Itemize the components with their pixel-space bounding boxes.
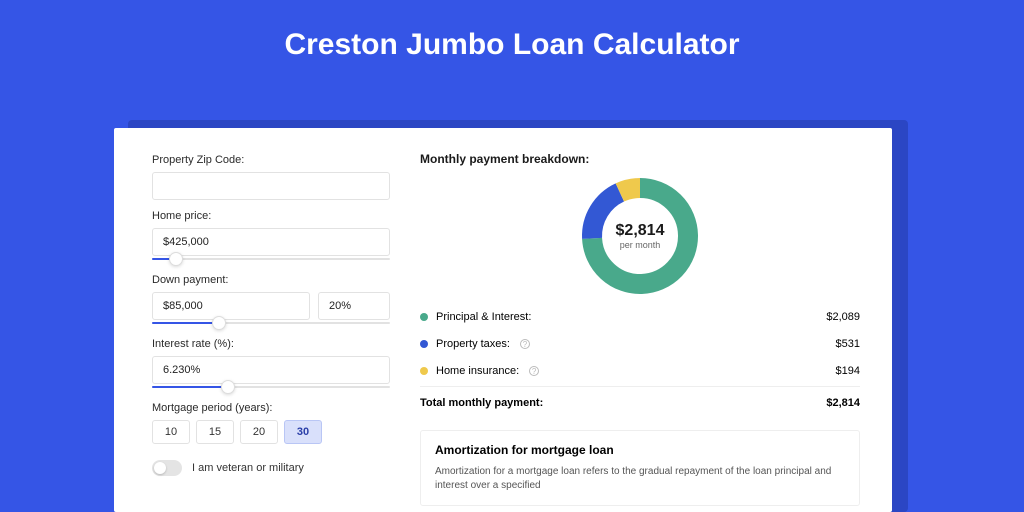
amortization-title: Amortization for mortgage loan: [435, 443, 845, 457]
donut-sub: per month: [616, 240, 665, 250]
legend-dot: [420, 340, 428, 348]
breakdown-label: Principal & Interest:: [436, 311, 531, 323]
down-payment-pct-input[interactable]: [318, 292, 390, 320]
breakdown-amount: $194: [836, 365, 860, 377]
donut-slice: [620, 188, 640, 192]
home-price-input[interactable]: [152, 228, 390, 256]
legend-dot: [420, 313, 428, 321]
info-icon[interactable]: ?: [529, 366, 539, 376]
down-payment-amount-input[interactable]: [152, 292, 310, 320]
breakdown-row: Property taxes:? $531: [420, 330, 860, 357]
amortization-text: Amortization for a mortgage loan refers …: [435, 465, 845, 493]
zip-group: Property Zip Code:: [152, 154, 390, 200]
down-payment-group: Down payment:: [152, 274, 390, 328]
amortization-box: Amortization for mortgage loan Amortizat…: [420, 430, 860, 506]
down-payment-slider[interactable]: [152, 318, 390, 328]
mortgage-period-options: 10152030: [152, 420, 390, 444]
interest-rate-label: Interest rate (%):: [152, 338, 390, 350]
info-icon[interactable]: ?: [520, 339, 530, 349]
donut-chart-area: $2,814 per month: [420, 174, 860, 298]
interest-rate-input[interactable]: [152, 356, 390, 384]
interest-rate-slider[interactable]: [152, 382, 390, 392]
mortgage-period-group: Mortgage period (years): 10152030: [152, 402, 390, 444]
breakdown-amount: $531: [836, 338, 860, 350]
mortgage-period-option[interactable]: 30: [284, 420, 322, 444]
zip-input[interactable]: [152, 172, 390, 200]
total-row: Total monthly payment: $2,814: [420, 386, 860, 416]
veteran-toggle[interactable]: [152, 460, 182, 476]
breakdown-amount: $2,089: [826, 311, 860, 323]
breakdown-label: Property taxes:: [436, 338, 510, 350]
donut-chart: $2,814 per month: [578, 174, 702, 298]
total-label: Total monthly payment:: [420, 397, 543, 409]
down-payment-label: Down payment:: [152, 274, 390, 286]
home-price-group: Home price:: [152, 210, 390, 264]
breakdown-list: Principal & Interest: $2,089 Property taxe…: [420, 304, 860, 384]
breakdown-column: Monthly payment breakdown: $2,814 per mo…: [400, 128, 892, 512]
breakdown-label: Home insurance:: [436, 365, 519, 377]
legend-dot: [420, 367, 428, 375]
page-title: Creston Jumbo Loan Calculator: [0, 0, 1024, 80]
home-price-label: Home price:: [152, 210, 390, 222]
breakdown-title: Monthly payment breakdown:: [420, 152, 860, 166]
mortgage-period-option[interactable]: 20: [240, 420, 278, 444]
mortgage-period-label: Mortgage period (years):: [152, 402, 390, 414]
slider-thumb[interactable]: [169, 252, 183, 266]
total-amount: $2,814: [826, 397, 860, 409]
slider-thumb[interactable]: [221, 380, 235, 394]
breakdown-row: Principal & Interest: $2,089: [420, 304, 860, 330]
form-column: Property Zip Code: Home price: Down paym…: [114, 128, 400, 512]
veteran-label: I am veteran or military: [192, 462, 304, 474]
mortgage-period-option[interactable]: 10: [152, 420, 190, 444]
breakdown-row: Home insurance:? $194: [420, 357, 860, 384]
home-price-slider[interactable]: [152, 254, 390, 264]
zip-label: Property Zip Code:: [152, 154, 390, 166]
calculator-panel: Property Zip Code: Home price: Down paym…: [114, 128, 892, 512]
veteran-row: I am veteran or military: [152, 460, 390, 476]
interest-rate-group: Interest rate (%):: [152, 338, 390, 392]
slider-thumb[interactable]: [212, 316, 226, 330]
mortgage-period-option[interactable]: 15: [196, 420, 234, 444]
donut-amount: $2,814: [616, 222, 665, 240]
donut-center: $2,814 per month: [616, 222, 665, 250]
